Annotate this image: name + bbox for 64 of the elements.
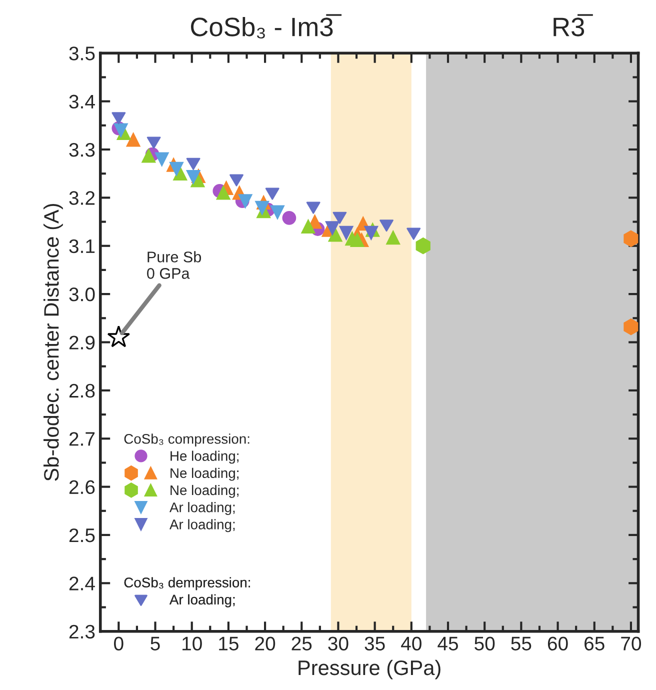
x-axis-title: Pressure (GPa): [298, 660, 440, 680]
x-tick-label: 70: [621, 636, 642, 650]
point: [301, 220, 316, 234]
point: [170, 162, 184, 176]
point: [107, 325, 130, 348]
x-tick-label: 10: [182, 636, 202, 650]
x-tick-label: 50: [474, 636, 495, 650]
point: [325, 221, 340, 235]
point: [112, 112, 126, 124]
x-tick-label: 5: [150, 636, 160, 650]
x-tick-label: 65: [584, 636, 604, 650]
y-tick-label: 2.5: [69, 528, 95, 542]
x-tick-label: 15: [219, 636, 238, 650]
y-tick-label: 3.2: [69, 191, 95, 205]
y-tick-label: 2.8: [69, 384, 95, 398]
legend-label: Ne loading;: [170, 468, 238, 481]
y-tick-label: 2.6: [69, 480, 95, 494]
point: [350, 233, 364, 248]
annotation: Pure Sb 0 GPa: [147, 251, 202, 279]
point: [186, 170, 200, 184]
y-tick-label: 3.5: [69, 46, 95, 60]
legend-label: Ar loading;: [169, 594, 235, 608]
y-tick-label: 2.3: [69, 624, 95, 639]
x-tick-label: 45: [438, 636, 458, 650]
y-axis-title: Sb-dodec. center Distance (A): [44, 204, 63, 481]
point: [154, 152, 169, 166]
x-tick-label: 35: [364, 636, 385, 650]
text: CoSb₃ dempression:: [124, 577, 250, 590]
legend-label: Ar loading;: [169, 502, 235, 516]
x-tick-label: 55: [511, 636, 532, 650]
y-tick-label: 2.9: [69, 336, 95, 350]
x-tick-label: 60: [548, 636, 568, 650]
legend-label: Ne loading;: [170, 484, 238, 498]
y-tick-label: 3.1: [69, 239, 95, 254]
text: R3̅: [554, 14, 593, 36]
point: [142, 148, 156, 163]
point: [216, 186, 230, 200]
x-tick-label: 30: [328, 636, 348, 650]
x-tick-label: 0: [114, 636, 124, 650]
point: [624, 230, 638, 247]
y-tick-label: 3.4: [69, 94, 95, 109]
point: [270, 205, 284, 220]
point: [380, 220, 394, 232]
point: [364, 226, 378, 240]
point: [238, 194, 252, 208]
text: CoSb₃ compression:: [124, 434, 250, 447]
x-tick-label: 40: [401, 636, 422, 650]
point: [624, 318, 638, 336]
point: [146, 136, 161, 149]
x-tick-label: 20: [255, 636, 276, 650]
point: [416, 238, 430, 254]
point: [282, 210, 296, 225]
y-tick-label: 3.0: [69, 288, 95, 302]
y-tick-label: 2.4: [69, 576, 95, 590]
x-tick-label: 25: [292, 636, 312, 650]
legend-label: Ar loading;: [169, 519, 235, 532]
y-tick-label: 2.7: [69, 432, 95, 446]
y-tick-label: 3.3: [69, 142, 95, 157]
point: [386, 230, 400, 245]
text: CoSb₃ - Im3̅: [190, 14, 342, 38]
point: [255, 200, 270, 215]
point: [339, 226, 354, 240]
legend-label: He loading;: [170, 450, 238, 464]
point: [126, 132, 140, 147]
